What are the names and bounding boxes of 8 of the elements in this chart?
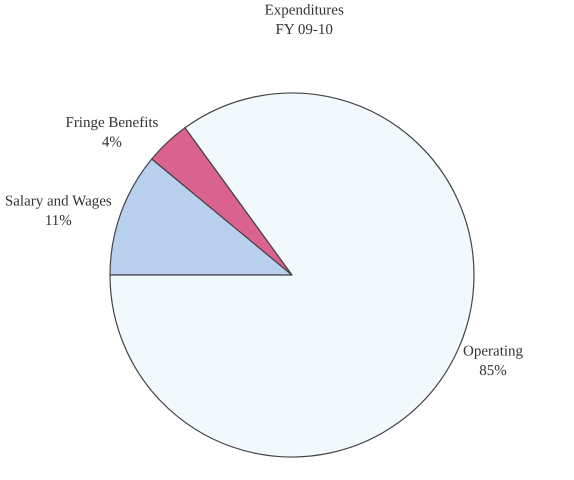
slice-label: Salary and Wages — [4, 194, 112, 210]
data-label: 4% — [102, 134, 122, 151]
chart-subtitle: FY 09-10 — [276, 22, 333, 38]
data-label: 11% — [44, 213, 72, 230]
slice-label: Operating — [463, 344, 524, 360]
data-label: 85% — [479, 363, 507, 380]
slice-label: Fringe Benefits — [65, 115, 159, 132]
chart-title: Expenditures — [264, 2, 344, 18]
